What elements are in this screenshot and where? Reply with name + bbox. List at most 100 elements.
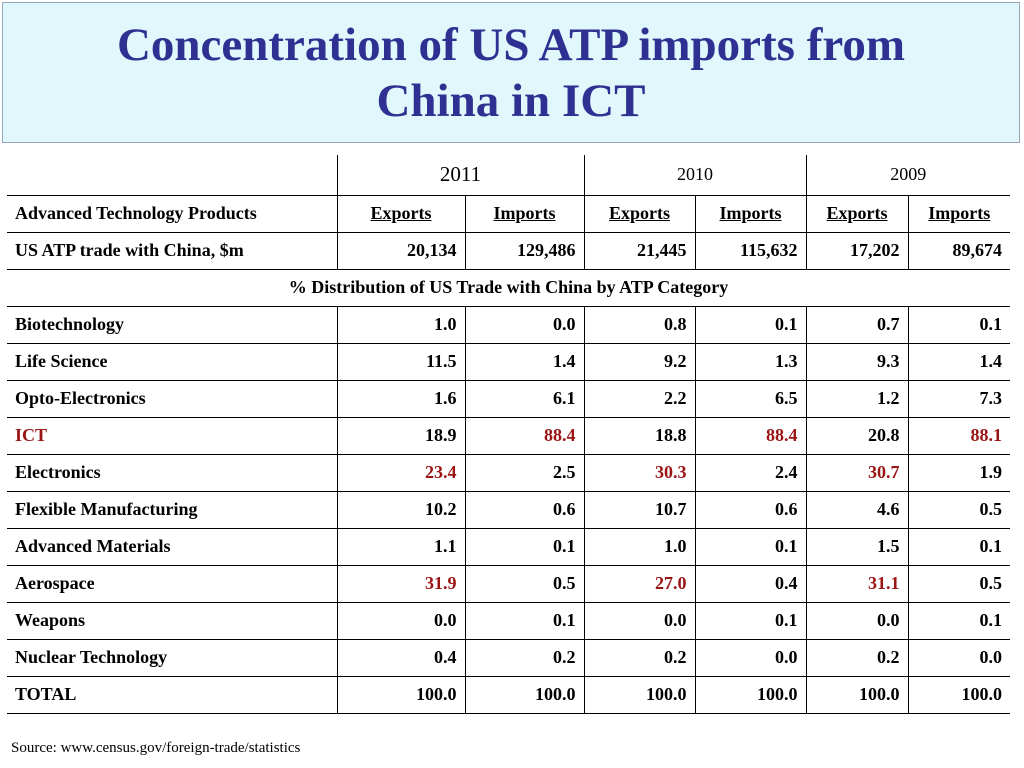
category-label: Biotechnology [7,306,338,344]
trade-value-cell: 89,674 [908,232,1011,270]
category-row: Life Science 11.5 1.4 9.2 1.3 9.3 1.4 [7,343,1011,381]
category-value-cell: 100.0 [584,676,696,714]
category-value-cell: 0.5 [908,565,1011,603]
category-value-cell: 0.7 [806,306,909,344]
trade-row-label: US ATP trade with China, $m [7,232,338,270]
category-value-cell: 88.1 [908,417,1011,455]
category-label: Nuclear Technology [7,639,338,677]
category-value-cell: 2.5 [465,454,585,492]
column-header-row: Advanced Technology Products Exports Imp… [7,195,1011,233]
year-2011-header: 2011 [337,155,585,196]
column-header-imports-2009: Imports [908,195,1011,233]
category-value-cell: 6.1 [465,380,585,418]
category-value-cell: 18.8 [584,417,696,455]
distribution-caption-row: % Distribution of US Trade with China by… [7,269,1011,307]
category-value-cell: 4.6 [806,491,909,529]
category-value-cell: 0.0 [695,639,807,677]
distribution-caption: % Distribution of US Trade with China by… [7,269,1011,307]
table-body: 2011 2010 2009 Advanced Technology Produ… [7,155,1011,714]
category-label: Advanced Materials [7,528,338,566]
category-row: Advanced Materials 1.1 0.1 1.0 0.1 1.5 0.1 [7,528,1011,566]
category-value-cell: 100.0 [908,676,1011,714]
category-value-cell: 0.0 [584,602,696,640]
category-value-cell: 100.0 [806,676,909,714]
category-value-cell: 0.2 [465,639,585,677]
category-row: TOTAL 100.0 100.0 100.0 100.0 100.0 100.0 [7,676,1011,714]
category-label: Life Science [7,343,338,381]
category-value-cell: 27.0 [584,565,696,603]
category-row: Nuclear Technology 0.4 0.2 0.2 0.0 0.2 0.0 [7,639,1011,677]
category-value-cell: 23.4 [337,454,466,492]
atp-trade-table: 2011 2010 2009 Advanced Technology Produ… [7,155,1011,714]
category-value-cell: 100.0 [695,676,807,714]
trade-value-cell: 21,445 [584,232,696,270]
empty-corner-cell [7,155,338,196]
trade-value-cell: 17,202 [806,232,909,270]
category-value-cell: 1.1 [337,528,466,566]
category-value-cell: 0.4 [695,565,807,603]
category-value-cell: 2.2 [584,380,696,418]
column-header-exports-2010: Exports [584,195,696,233]
category-value-cell: 0.6 [465,491,585,529]
category-value-cell: 0.1 [695,528,807,566]
year-header-row: 2011 2010 2009 [7,155,1011,196]
category-value-cell: 1.0 [337,306,466,344]
category-value-cell: 0.0 [806,602,909,640]
category-label: Opto-Electronics [7,380,338,418]
year-2010-header: 2010 [584,155,807,196]
column-header-imports-2010: Imports [695,195,807,233]
slide-title-line-1: Concentration of US ATP imports from [116,18,906,71]
category-row: Aerospace 31.9 0.5 27.0 0.4 31.1 0.5 [7,565,1011,603]
category-value-cell: 0.5 [908,491,1011,529]
category-row: Biotechnology 1.0 0.0 0.8 0.1 0.7 0.1 [7,306,1011,344]
category-value-cell: 1.3 [695,343,807,381]
category-value-cell: 10.7 [584,491,696,529]
category-value-cell: 0.1 [908,602,1011,640]
category-value-cell: 1.4 [908,343,1011,381]
category-value-cell: 6.5 [695,380,807,418]
category-value-cell: 0.2 [584,639,696,677]
category-value-cell: 20.8 [806,417,909,455]
category-value-cell: 0.0 [908,639,1011,677]
column-header-imports-2011: Imports [465,195,585,233]
category-value-cell: 1.2 [806,380,909,418]
category-label: ICT [7,417,338,455]
column-header-exports-2011: Exports [337,195,466,233]
category-value-cell: 7.3 [908,380,1011,418]
category-value-cell: 88.4 [695,417,807,455]
source-note: Source: www.census.gov/foreign-trade/sta… [11,740,301,756]
category-label: TOTAL [7,676,338,714]
category-value-cell: 88.4 [465,417,585,455]
category-value-cell: 30.7 [806,454,909,492]
category-value-cell: 0.0 [465,306,585,344]
category-value-cell: 1.5 [806,528,909,566]
category-value-cell: 0.5 [465,565,585,603]
category-value-cell: 0.1 [908,306,1011,344]
category-value-cell: 1.6 [337,380,466,418]
category-row: Electronics 23.4 2.5 30.3 2.4 30.7 1.9 [7,454,1011,492]
category-row: ICT 18.9 88.4 18.8 88.4 20.8 88.1 [7,417,1011,455]
slide-title-line-2: China in ICT [376,74,646,127]
year-2009-header: 2009 [806,155,1011,196]
category-label: Weapons [7,602,338,640]
category-label: Flexible Manufacturing [7,491,338,529]
title-box: Concentration of US ATP imports from Chi… [2,2,1020,143]
category-value-cell: 0.6 [695,491,807,529]
category-value-cell: 1.4 [465,343,585,381]
category-value-cell: 1.0 [584,528,696,566]
category-value-cell: 0.8 [584,306,696,344]
category-value-cell: 0.2 [806,639,909,677]
category-value-cell: 0.0 [337,602,466,640]
trade-value-cell: 20,134 [337,232,466,270]
category-value-cell: 30.3 [584,454,696,492]
category-value-cell: 10.2 [337,491,466,529]
category-value-cell: 11.5 [337,343,466,381]
category-value-cell: 0.1 [695,602,807,640]
category-value-cell: 1.9 [908,454,1011,492]
category-value-cell: 18.9 [337,417,466,455]
category-value-cell: 31.1 [806,565,909,603]
category-row: Flexible Manufacturing 10.2 0.6 10.7 0.6 4.6 0… [7,491,1011,529]
category-value-cell: 31.9 [337,565,466,603]
category-row: Weapons 0.0 0.1 0.0 0.1 0.0 0.1 [7,602,1011,640]
category-row: Opto-Electronics 1.6 6.1 2.2 6.5 1.2 7.3 [7,380,1011,418]
